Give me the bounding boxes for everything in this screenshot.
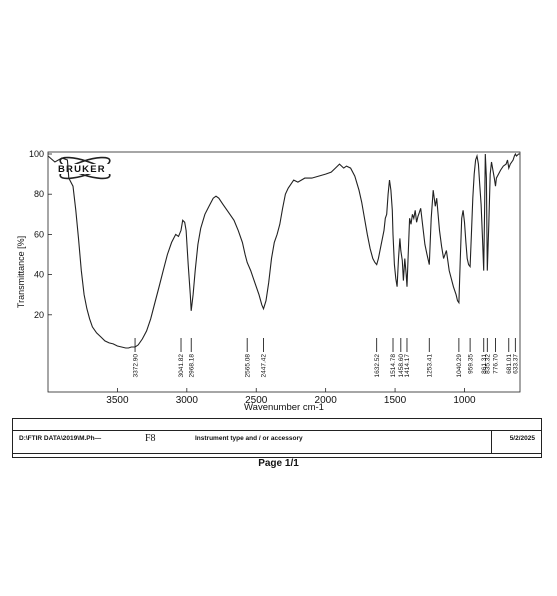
y-axis: 20 40 60 80 100 [29, 149, 52, 320]
report-footer: D:\FTIR DATA\2019\M.Ph— F8 Instrument ty… [12, 418, 542, 458]
bruker-logo: BRUKER [55, 156, 115, 180]
x-tick-label: 3000 [176, 395, 199, 406]
peak-label: 1458.60 [398, 354, 405, 378]
x-tick-label: 1500 [384, 395, 407, 406]
bruker-logo-text: BRUKER [58, 164, 106, 175]
y-tick-label: 20 [34, 310, 44, 320]
x-tick-label: 2500 [245, 395, 268, 406]
peak-label: 2565.08 [244, 354, 251, 378]
x-tick-label: 1000 [453, 395, 476, 406]
spectrum-line [47, 152, 520, 349]
peak-label: 3041.82 [178, 354, 185, 378]
peak-label: 1253.41 [427, 354, 434, 378]
x-axis: 3500 3000 2500 2000 1500 1000 [106, 388, 476, 406]
peak-label: 1514.78 [390, 354, 397, 378]
file-path: D:\FTIR DATA\2019\M.Ph— [19, 435, 102, 442]
footer-info-row: D:\FTIR DATA\2019\M.Ph— F8 Instrument ty… [13, 430, 541, 454]
ftir-chart: BRUKER 20 40 60 80 100 3500 3000 2500 2000 1500 1… [16, 149, 521, 413]
report-date: 5/2/2025 [509, 435, 535, 442]
peak-label: 633.37 [513, 354, 520, 374]
peak-label: 2968.18 [188, 354, 195, 378]
y-tick-label: 40 [34, 270, 44, 280]
peak-label: 861.31 [481, 354, 488, 374]
peak-label: 1414.17 [404, 354, 411, 378]
peak-label: 1632.52 [374, 354, 381, 378]
y-axis-label: Transmittance [%] [16, 236, 26, 308]
peak-label: 959.35 [467, 354, 474, 374]
y-tick-label: 80 [34, 189, 44, 199]
footer-divider [491, 431, 492, 453]
peak-label: 1040.29 [456, 354, 463, 378]
x-tick-label: 3500 [106, 395, 129, 406]
y-tick-label: 60 [34, 229, 44, 239]
page-number: Page 1/1 [258, 458, 299, 469]
sample-name: F8 [145, 433, 156, 444]
y-tick-label: 100 [29, 149, 44, 159]
peak-label: 776.70 [493, 354, 500, 374]
instrument-info: Instrument type and / or accessory [195, 435, 303, 442]
x-tick-label: 2000 [315, 395, 338, 406]
peak-label: 2447.42 [261, 354, 268, 378]
x-axis-label: Wavenumber cm-1 [244, 402, 324, 413]
peak-markers: 3372.90 3041.82 2968.18 2565.08 2447.42 1632.… [132, 338, 520, 378]
peak-label: 3372.90 [132, 354, 139, 378]
plot-frame [47, 151, 521, 393]
peak-label: 835.32 [485, 354, 492, 374]
peak-label: 681.01 [506, 354, 513, 374]
